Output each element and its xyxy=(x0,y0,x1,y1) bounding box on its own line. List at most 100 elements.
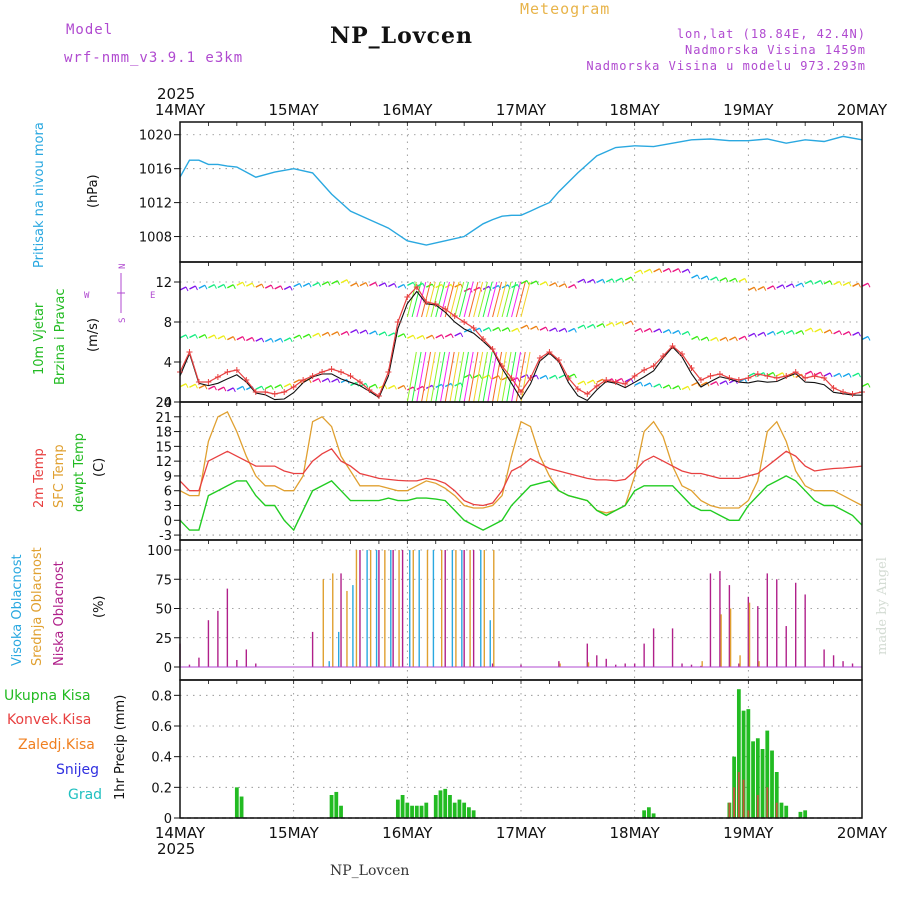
wind-barb xyxy=(776,330,784,335)
wind-barb xyxy=(378,331,386,336)
wind-barb-flag xyxy=(659,268,663,273)
wind-barb xyxy=(634,269,641,274)
y-tick-label: 15 xyxy=(155,440,172,455)
wind-barb-flag xyxy=(782,330,786,336)
compass-east: E xyxy=(150,291,155,301)
wind-barb-flag xyxy=(384,282,388,288)
wind-barb-flag xyxy=(668,384,672,390)
wind-barb-flag xyxy=(621,321,625,326)
wind-barb xyxy=(596,278,604,283)
y-tick-label: 3 xyxy=(164,500,172,515)
wind-barb-burst xyxy=(430,281,441,318)
wind-barb xyxy=(397,384,405,390)
y-tick-label: 8 xyxy=(164,316,172,331)
wind-barb xyxy=(397,283,405,289)
wind-speed-marker xyxy=(754,371,761,377)
wind-speed-marker xyxy=(328,366,335,372)
pressure-unit: (hPa) xyxy=(86,174,101,208)
precip-total-bar xyxy=(746,709,751,818)
time-label-bottom: 16MAY xyxy=(382,824,433,842)
wind-speed-marker xyxy=(584,391,591,397)
year-bottom: 2025 xyxy=(157,840,195,858)
wind-barb-flag xyxy=(185,334,189,340)
precip-total-bar xyxy=(433,795,438,818)
wind-barb-flag xyxy=(280,285,284,291)
wind-barb xyxy=(861,282,869,287)
wind-barb-burst xyxy=(406,281,417,318)
wind-barb xyxy=(293,334,300,339)
wind-barb-flag xyxy=(242,282,246,287)
wind-barb-flag xyxy=(848,331,852,336)
wind-barb xyxy=(416,282,424,287)
wind-barb xyxy=(312,281,319,287)
wind-barb-flag xyxy=(810,280,814,285)
wind-barb xyxy=(179,383,187,388)
wind-barb xyxy=(558,374,566,379)
wind-speed-marker xyxy=(347,373,354,379)
y-tick-label: 0.6 xyxy=(151,720,172,735)
wind-speed-marker xyxy=(821,375,828,381)
wind-barb-flag xyxy=(772,331,776,336)
credit-text: made by Angel xyxy=(875,557,890,655)
precip-total-bar xyxy=(736,689,741,818)
wind-barb xyxy=(852,372,859,377)
wind-barb xyxy=(729,336,736,341)
wind-barb-flag xyxy=(715,381,719,386)
sfc-temp-line xyxy=(179,411,863,514)
wind-barb-flag xyxy=(697,336,700,341)
wind-barb xyxy=(710,276,717,281)
wind-barb-flag xyxy=(431,335,435,340)
wind-barb-burst xyxy=(440,281,450,318)
cloud-unit: (%) xyxy=(92,596,107,619)
wind-speed-marker xyxy=(840,389,847,395)
wind-barb-flag xyxy=(801,282,805,288)
wind-barb xyxy=(236,385,244,391)
time-label-bottom: 15MAY xyxy=(269,824,320,842)
wind-barb-flag xyxy=(517,328,520,333)
precip-total-bar xyxy=(329,795,334,818)
precip-total-bar xyxy=(779,802,784,818)
wind-speed-marker xyxy=(697,377,704,383)
wind-barb-burst xyxy=(496,351,507,403)
wind-barb-flag xyxy=(820,372,824,377)
wind-speed-marker xyxy=(764,373,771,379)
time-label-bottom: 19MAY xyxy=(723,824,774,842)
wind-barb xyxy=(653,383,660,388)
wind-barb-flag xyxy=(232,284,236,289)
wind-barb xyxy=(568,327,575,333)
wind-barb-flag xyxy=(242,336,246,341)
wind-barb-flag xyxy=(308,282,312,288)
wind-barb xyxy=(189,285,196,290)
wind-barb xyxy=(331,280,338,285)
precip-total-bar xyxy=(419,805,424,818)
wind-barb-flag xyxy=(536,326,539,331)
precip-conv-bar xyxy=(775,802,778,818)
wind-speed-marker xyxy=(726,375,733,381)
wind-barb-flag xyxy=(507,327,511,332)
wind-barb xyxy=(435,334,443,339)
wind-barb-flag xyxy=(374,282,378,287)
wind-barb-flag xyxy=(867,383,871,388)
y-tick-label: 0.4 xyxy=(151,751,172,766)
wind-speed-marker xyxy=(319,369,326,375)
wind-barb-flag xyxy=(318,378,322,383)
wind-barb xyxy=(236,336,244,341)
wind-speed-marker xyxy=(309,373,316,379)
wind-barb-flag xyxy=(867,336,871,341)
wind-barb xyxy=(179,334,187,339)
station-title: NP_Lovcen xyxy=(330,23,473,49)
temp-ylabel-3: dewpt Temp xyxy=(72,433,87,512)
precip-total-bar xyxy=(755,738,760,818)
wind-barb xyxy=(264,384,272,390)
wind-barb xyxy=(331,331,338,336)
wind-barb xyxy=(369,383,376,388)
precip-total-bar xyxy=(765,730,770,818)
wind-barb xyxy=(340,378,348,384)
wind-barb xyxy=(634,381,641,386)
wind-barb xyxy=(463,287,471,292)
wind-speed-marker xyxy=(404,294,411,300)
wind-barb-flag xyxy=(687,268,691,274)
wind-barb xyxy=(444,333,452,338)
precip-total-bar xyxy=(395,799,400,818)
wind-barb xyxy=(340,330,348,336)
